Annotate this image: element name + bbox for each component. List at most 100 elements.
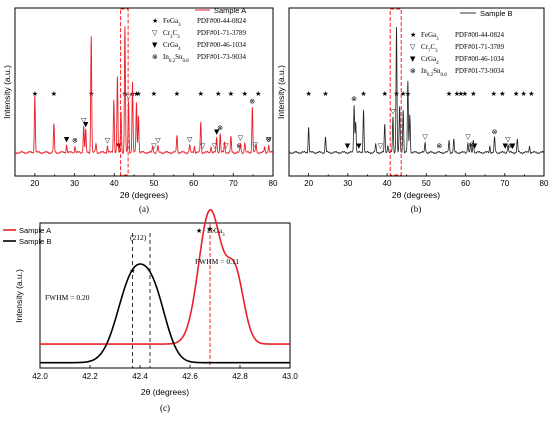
marker-insn-icon: ⊗ [468,141,474,149]
x-tick-label: 60 [461,179,470,188]
x-tick-label: 70 [500,179,509,188]
panel-c-fwhm-a: FWHM = 0.11 [195,257,239,266]
legend-crc-label: Cr3C3 [163,29,180,40]
x-tick-label: 42.4 [132,372,148,381]
marker-cr-carbide-icon: ▽ [212,142,218,150]
marker-fega3-icon: ★ [305,90,311,98]
x-tick-label: 30 [343,179,352,188]
marker-fega3-icon: ★ [174,90,180,98]
marker-fega3-icon: ★ [88,90,94,98]
legend-insn-label: In0.2Sn0.8 [163,53,189,64]
marker-insn-icon: ⊗ [351,95,357,103]
panel-b-series-sample-b [288,26,545,155]
marker-cr-carbide-icon: ▽ [238,134,244,142]
panel-a-caption: (a) [139,204,149,214]
marker-fega3-icon: ★ [513,90,519,98]
x-tick-label: 50 [422,179,431,188]
panel-c-legend-star-icon: ★ [196,227,202,235]
panel-a-reference-box [120,8,129,176]
marker-fega3-icon: ★ [393,90,399,98]
marker-cr-carbide-icon: ▽ [151,142,157,150]
marker-fega3-icon: ★ [499,90,505,98]
panel-c-series-sample-a [40,209,290,345]
marker-insn-icon: ⊗ [72,137,78,145]
marker-fega3-icon: ★ [470,90,476,98]
x-tick-label: 80 [540,179,549,188]
panel-a-legend: ★ FeGa3 PDF#00-44-0824 ▽ Cr3C3 PDF#01-71… [152,6,247,64]
marker-fega3-icon: ★ [151,90,157,98]
legend-b-crc-icon: ▽ [410,43,416,51]
marker-fega3-icon: ★ [242,90,248,98]
marker-cr-carbide-icon: ▽ [266,135,272,143]
marker-fega3-icon: ★ [446,90,452,98]
panel-b-xlabel: 2θ (degrees) [392,190,440,200]
marker-crga4-icon: ▼ [510,142,516,150]
marker-fega3-icon: ★ [135,90,141,98]
panel-c-caption: (c) [160,403,170,413]
marker-insn-icon: ⊗ [492,128,498,136]
marker-fega3-icon: ★ [462,90,468,98]
marker-fega3-icon: ★ [458,90,464,98]
panel-c-series-sample-b [40,263,290,364]
x-tick-label: 30 [70,179,79,188]
x-tick-label: 60 [189,179,198,188]
marker-crga4-icon: ▼ [356,142,362,150]
panel-c-peak-b-star-icon: ★ [129,267,135,275]
x-tick-label: 42.0 [32,372,48,381]
panel-b-frame [288,7,545,177]
x-tick-label: 43.0 [282,372,298,381]
marker-cr-carbide-icon: ▽ [126,93,132,101]
legend-b-fega3-label: FeGa3 [421,31,439,42]
marker-crga4-icon: ▼ [116,142,122,150]
marker-fega3-icon: ★ [491,90,497,98]
marker-fega3-icon: ★ [322,90,328,98]
marker-cr-carbide-icon: ▽ [390,108,396,116]
legend-fega3-icon: ★ [152,17,158,25]
marker-cr-carbide-icon: ▽ [223,142,229,150]
legend-fega3-label: FeGa3 [163,17,181,28]
legend-c-sample-b-label: Sample B [19,237,52,246]
legend-b-crga4-label: CrGa4 [421,55,439,66]
marker-cr-carbide-icon: ▽ [187,135,193,143]
legend-crga4-icon: ▼ [152,41,158,49]
marker-fega3-icon: ★ [255,90,261,98]
marker-crga4-icon: ▼ [472,142,478,150]
marker-cr-carbide-icon: ▽ [105,137,111,145]
panel-b-legend: Sample B ★ FeGa3 PDF#00-44-0824 ▽ Cr7C3 … [410,9,513,78]
panel-b-reference-box [389,8,402,176]
marker-fega3-icon: ★ [228,90,234,98]
x-tick-label: 20 [30,179,39,188]
marker-crga4-icon: ▼ [502,142,508,150]
legend-fega3-pdf: PDF#00-44-0824 [197,17,247,25]
legend-b-insn-pdf: PDF#01-73-9034 [455,67,505,75]
marker-cr-carbide-icon: ▽ [155,137,161,145]
panel-a: 20 30 40 50 60 70 80 ★ ★ ★ ★ ★★★ ★ ★ ★ ★ ★ ★ ★▽▽▽▽▽ ▽▽ ▽ ▽▽▽… [2,6,278,214]
marker-fega3-icon: ★ [51,90,57,98]
marker-fega3-icon: ★ [454,90,460,98]
marker-insn-icon: ⊗ [508,142,514,150]
panel-c-peak-a-star-icon: ★ [207,225,213,233]
legend-crc-pdf: PDF#01-71-3789 [197,29,247,37]
legend-b-crc-label: Cr7C3 [421,43,438,54]
marker-insn-icon: ⊗ [266,135,272,143]
panel-a-xlabel: 2θ (degrees) [120,190,168,200]
legend-b-fega3-pdf: PDF#00-44-0824 [455,31,505,39]
marker-crga4-icon: ▼ [345,142,351,150]
panel-a-series-sample-a [14,26,274,155]
marker-crga4-icon: ▼ [64,135,70,143]
panel-c-plane-label: (212) [130,233,147,242]
marker-insn-icon: ⊗ [249,98,255,106]
panel-b-ylabel: Intensity (a.u.) [276,65,286,119]
panel-c-legend-fega3: FeGa3 [207,227,225,238]
panel-c: 42.0 42.2 42.4 42.6 42.8 43.0 Intensity (a.u.… [3,209,298,413]
legend-crga4-label: CrGa4 [163,41,181,52]
x-tick-label: 20 [304,179,313,188]
x-tick-label: 40 [383,179,392,188]
marker-fega3-icon: ★ [32,90,38,98]
marker-cr-carbide-icon: ▽ [378,142,384,150]
marker-cr-carbide-icon: ▽ [200,142,206,150]
legend-b-crga4-icon: ▼ [410,55,416,63]
panel-c-legend: Sample A Sample B [3,226,52,246]
panel-c-xlabel: 2θ (degrees) [141,387,189,397]
